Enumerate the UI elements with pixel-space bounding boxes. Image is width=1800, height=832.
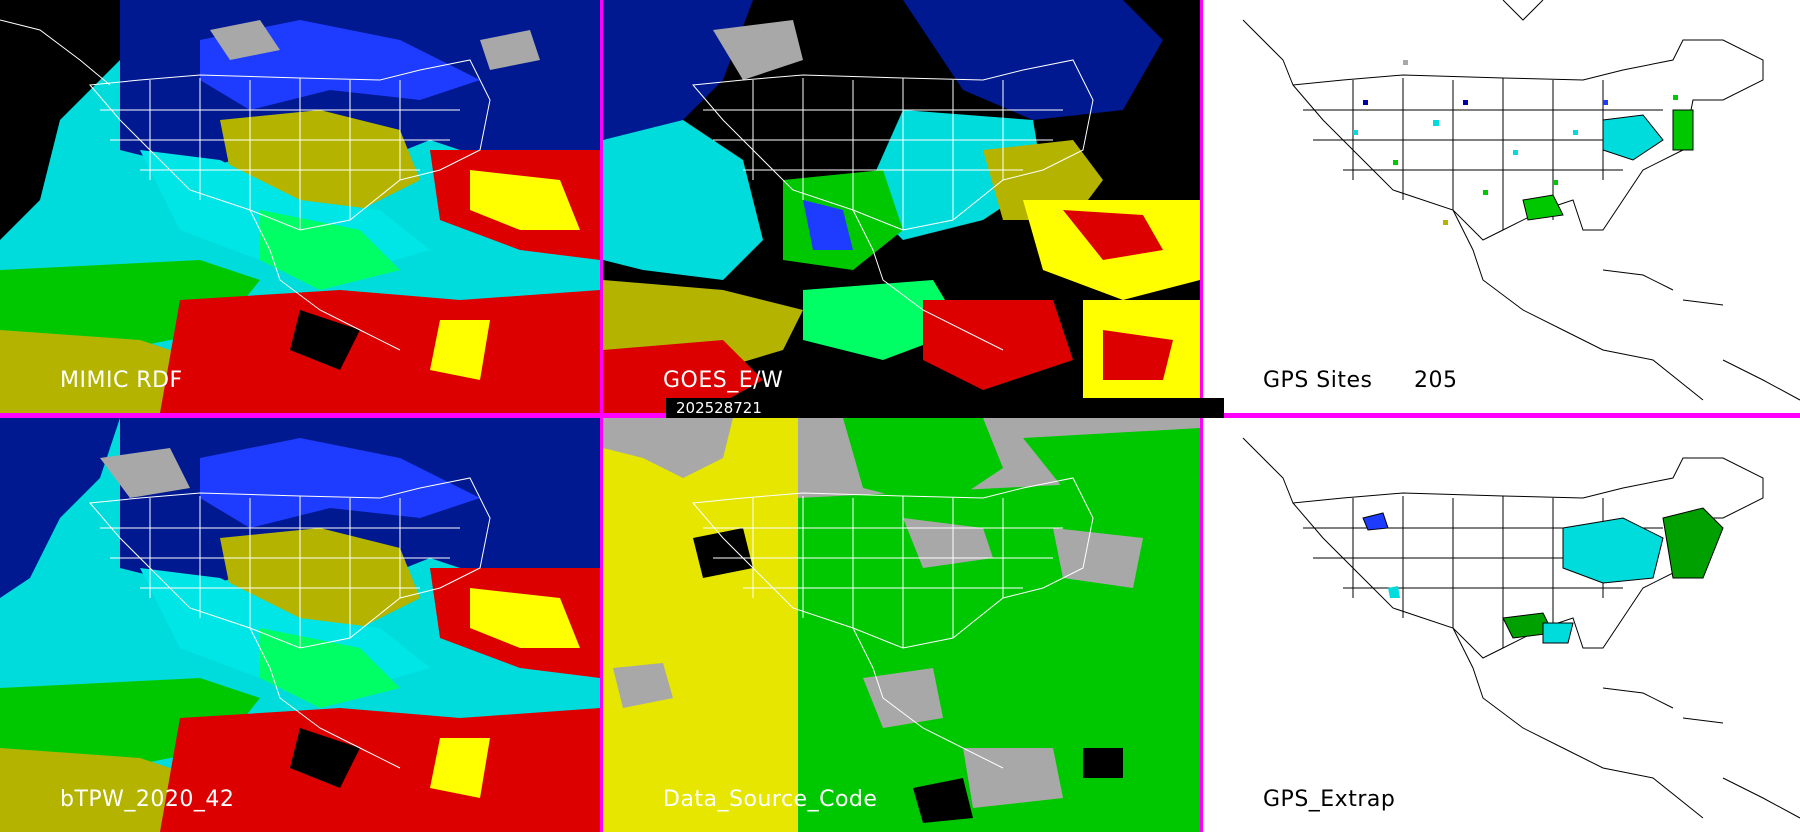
divider-vertical-left	[600, 0, 603, 832]
panel-goes: GOES_E/W	[603, 0, 1200, 413]
panel-label-gps-extrap: GPS_Extrap	[1263, 787, 1396, 812]
gps-site-markers	[1353, 60, 1678, 225]
panel-data-source: Data_Source_Code	[603, 418, 1200, 832]
gps-sites-map	[1203, 0, 1800, 413]
goes-map	[603, 0, 1200, 413]
panel-label-data-source: Data_Source_Code	[663, 787, 878, 812]
panel-label-goes: GOES_E/W	[663, 368, 784, 393]
gps-sites-title: GPS Sites	[1263, 368, 1373, 393]
panel-btpw: bTPW_2020_42	[0, 418, 600, 832]
panel-gps-extrap: GPS_Extrap	[1203, 418, 1800, 832]
panel-mimic-rdf: MIMIC RDF	[0, 0, 600, 413]
timestamp-bar: 202528721	[666, 398, 1224, 418]
btpw-map	[0, 418, 600, 832]
panel-label-mimic: MIMIC RDF	[60, 368, 183, 393]
data-source-map	[603, 418, 1200, 832]
gps-extrap-map	[1203, 418, 1800, 832]
mimic-map	[0, 0, 600, 413]
panel-gps-sites: GPS Sites 205	[1203, 0, 1800, 413]
gps-sites-count: 205	[1413, 368, 1458, 393]
panel-label-gps-sites: GPS Sites 205	[1263, 368, 1457, 393]
panel-label-btpw: bTPW_2020_42	[60, 787, 235, 812]
